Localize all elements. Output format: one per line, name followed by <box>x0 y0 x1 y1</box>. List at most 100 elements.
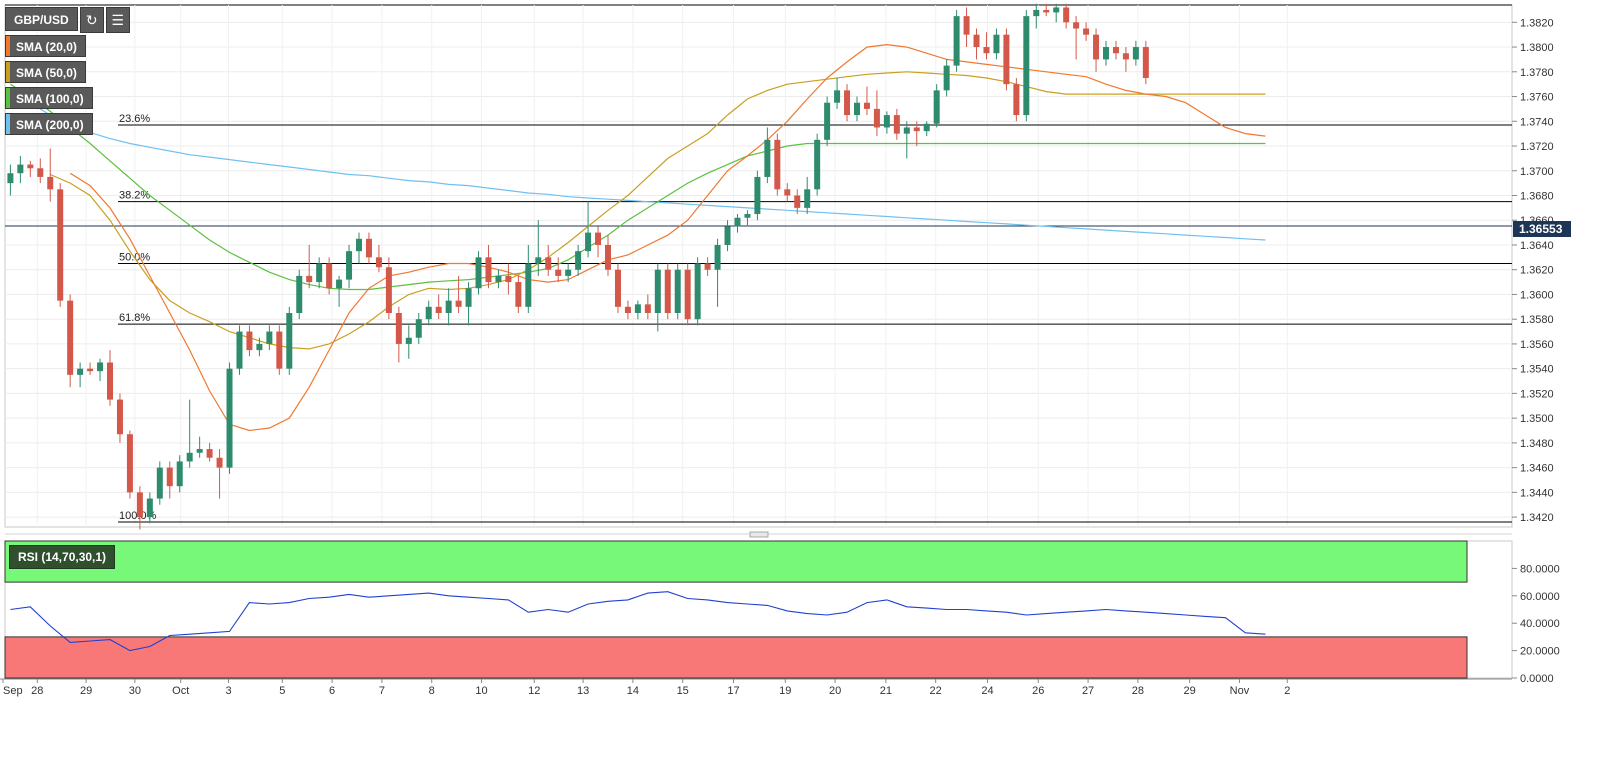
price-tick-label: 1.3620 <box>1520 265 1554 277</box>
price-tick-label: 1.3740 <box>1520 116 1554 128</box>
candle-body <box>435 306 442 314</box>
candle-body <box>585 232 592 252</box>
price-tick-label: 1.3720 <box>1520 141 1554 153</box>
bar-chart-icon[interactable]: ☰ <box>105 7 130 33</box>
candle-body <box>734 217 741 227</box>
candle-body <box>455 300 462 307</box>
rsi-oversold-zone <box>4 636 1468 679</box>
candle-body <box>863 102 870 109</box>
symbol-title[interactable]: GBP/USD <box>5 7 78 31</box>
candle-body <box>77 368 84 375</box>
candle-body <box>993 34 1000 54</box>
x-tick-label: 7 <box>379 685 385 697</box>
candle-body <box>714 244 721 270</box>
x-tick-label: 12 <box>528 685 540 697</box>
candle-body <box>595 232 602 245</box>
candle-body <box>465 288 472 307</box>
candle-body <box>1083 28 1090 35</box>
candle-body <box>873 108 880 128</box>
candle-body <box>624 306 631 314</box>
x-tick-label: 19 <box>779 685 791 697</box>
candle-body <box>893 115 900 134</box>
price-tick-label: 1.3820 <box>1520 17 1554 29</box>
candle-body <box>7 173 14 184</box>
candle-body <box>605 244 611 270</box>
candle-body <box>973 34 980 48</box>
candle-body <box>1013 84 1020 116</box>
candle-body <box>226 368 233 468</box>
candle-body <box>336 279 343 289</box>
candle-body <box>176 461 183 487</box>
x-tick-label: 21 <box>880 685 892 697</box>
x-tick-label: 15 <box>677 685 689 697</box>
candle-body <box>146 498 153 518</box>
sma-20-line <box>69 43 1266 432</box>
candle-body <box>326 263 333 289</box>
legend-sma-20[interactable]: SMA (20,0) <box>5 35 86 57</box>
price-tick-label: 1.3600 <box>1520 289 1554 301</box>
price-tick-label: 1.3540 <box>1520 364 1554 376</box>
candle-body <box>854 102 860 116</box>
legend-sma-50[interactable]: SMA (50,0) <box>5 61 86 83</box>
chart-toolbar: GBP/USD ↻ ☰ <box>5 7 130 33</box>
x-tick-label: 6 <box>329 685 335 697</box>
candle-body <box>445 300 452 314</box>
rsi-tick-label: 20.0000 <box>1520 646 1560 658</box>
candle-body <box>933 90 940 124</box>
candle-body <box>844 90 851 116</box>
candle-body <box>166 467 173 487</box>
x-tick-label: 26 <box>1032 685 1044 697</box>
candle-body <box>385 267 392 314</box>
x-tick-label: 28 <box>31 685 43 697</box>
x-tick-label: 8 <box>429 685 435 697</box>
candle-body <box>1033 9 1040 17</box>
x-tick-label: 2 <box>1284 685 1290 697</box>
candle-body <box>794 195 801 208</box>
legend-sma-200[interactable]: SMA (200,0) <box>5 113 93 135</box>
rsi-indicator-label[interactable]: RSI (14,70,30,1) <box>9 545 116 569</box>
candle-body <box>236 331 243 369</box>
candle-body <box>425 306 432 320</box>
candle-body <box>47 176 54 190</box>
candle-body <box>156 467 163 499</box>
legend-sma-20-swatch <box>6 36 10 56</box>
price-tick-label: 1.3480 <box>1520 438 1554 450</box>
candle-body <box>983 47 990 54</box>
candle-body <box>356 238 362 252</box>
candle-body <box>395 313 402 344</box>
x-tick-label: 3 <box>225 685 231 697</box>
sma-50-line <box>49 71 1266 350</box>
sma-200-line <box>10 89 1266 241</box>
legend-sma-100[interactable]: SMA (100,0) <box>5 87 93 109</box>
candle-body <box>953 16 960 66</box>
candle-body <box>97 362 104 372</box>
candle-body <box>774 139 781 190</box>
legend-sma-50-label: SMA (50,0) <box>16 66 77 80</box>
candle-body <box>555 269 562 276</box>
candle-body <box>346 251 353 280</box>
candle-body <box>246 331 253 351</box>
candle-body <box>684 269 691 320</box>
candle-body <box>306 275 313 283</box>
candle-body <box>375 257 382 268</box>
candle-body <box>575 251 582 270</box>
refresh-icon[interactable]: ↻ <box>79 7 104 33</box>
candle-body <box>316 263 323 283</box>
candle-body <box>963 16 970 35</box>
candle-body <box>834 90 841 103</box>
candle-body <box>804 189 811 208</box>
x-tick-label: Sep <box>3 685 23 697</box>
x-tick-label: 29 <box>1184 685 1196 697</box>
candle-body <box>1053 7 1060 13</box>
candle-body <box>136 492 143 518</box>
x-tick-label: 24 <box>981 685 993 697</box>
candle-body <box>674 269 681 314</box>
candle-body <box>535 257 542 264</box>
x-tick-label: 28 <box>1132 685 1144 697</box>
candle-body <box>565 269 572 276</box>
candle-body <box>1003 34 1010 85</box>
legend-sma-100-swatch <box>6 88 10 108</box>
candle-body <box>1063 7 1070 23</box>
fib-level-label: 38.2% <box>119 190 150 202</box>
